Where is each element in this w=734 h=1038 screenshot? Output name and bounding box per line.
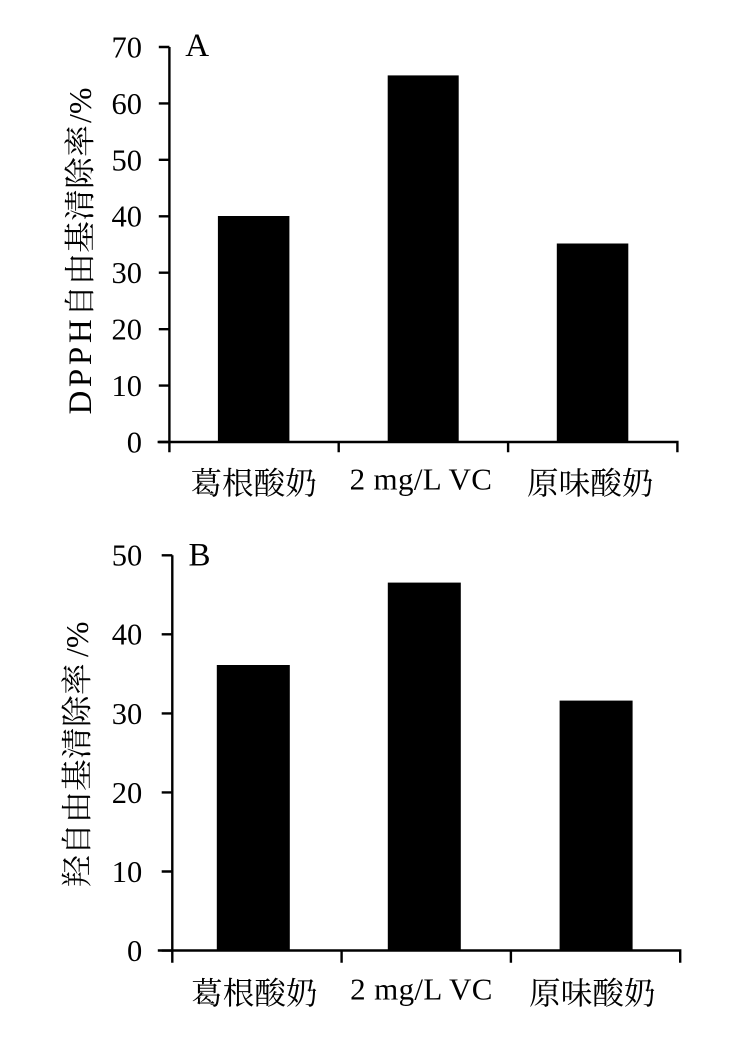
svg-text:0: 0: [127, 425, 142, 459]
svg-text:2 mg/L VC: 2 mg/L VC: [350, 972, 493, 1007]
svg-text:50: 50: [112, 143, 143, 177]
svg-text:DPPH: DPPH: [63, 316, 99, 415]
svg-text:0: 0: [127, 934, 142, 968]
svg-text:20: 20: [112, 776, 143, 810]
svg-text:40: 40: [112, 618, 143, 652]
svg-text:20: 20: [112, 313, 143, 347]
svg-text:/%: /%: [62, 87, 98, 123]
svg-text:10: 10: [112, 855, 143, 889]
svg-text:50: 50: [112, 539, 143, 573]
svg-text:30: 30: [112, 697, 143, 731]
svg-text:2 mg/L VC: 2 mg/L VC: [350, 462, 493, 497]
svg-text:B: B: [188, 538, 210, 574]
svg-text:30: 30: [112, 256, 143, 290]
svg-text:60: 60: [112, 87, 143, 121]
svg-text:40: 40: [112, 200, 143, 234]
svg-text:/%: /%: [59, 621, 95, 657]
svg-text:A: A: [185, 28, 209, 64]
svg-text:10: 10: [112, 369, 143, 403]
svg-text:70: 70: [112, 30, 143, 64]
